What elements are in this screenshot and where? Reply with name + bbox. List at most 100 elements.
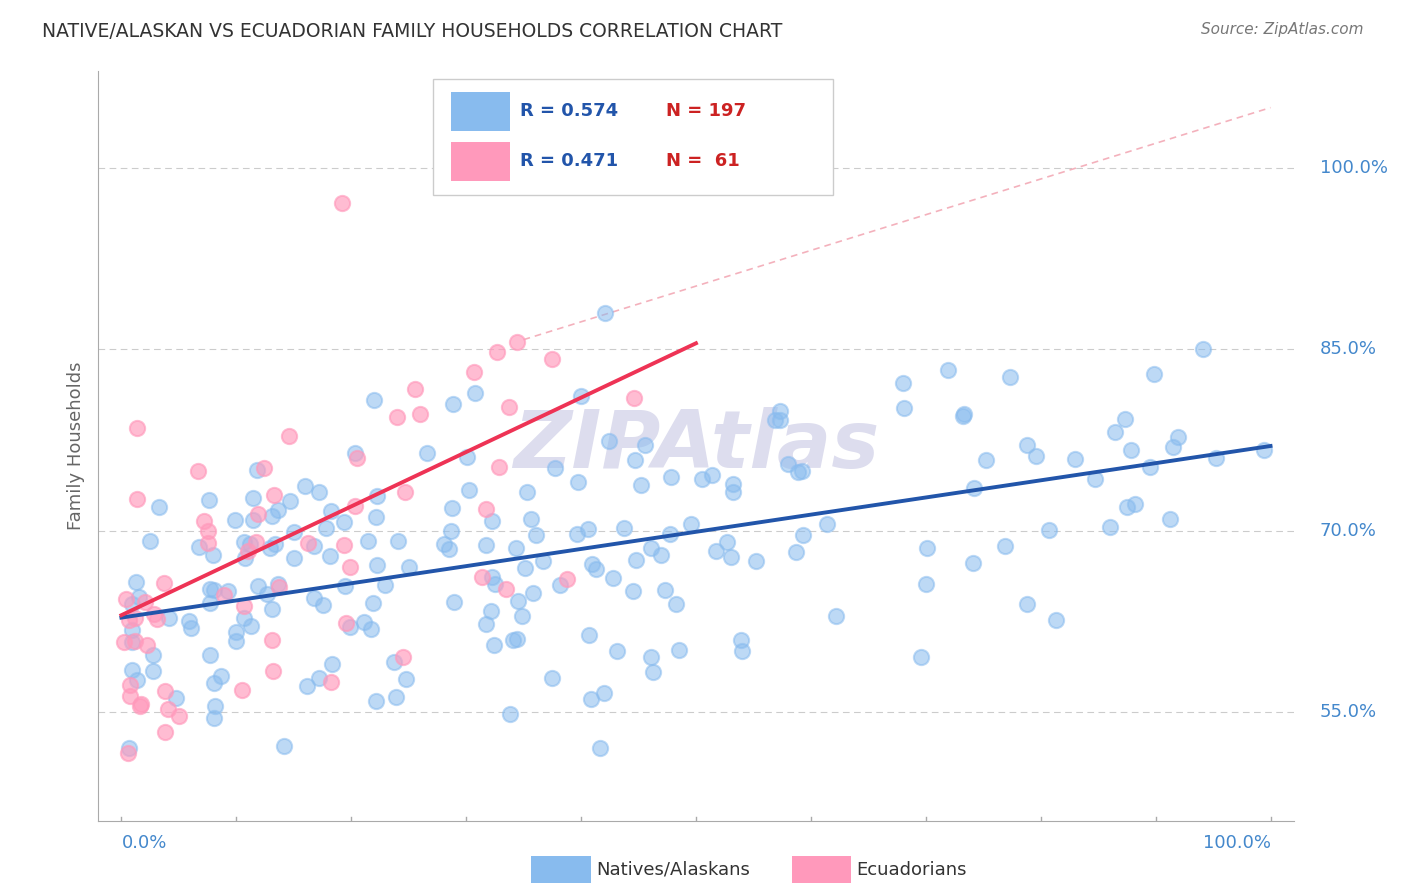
Point bbox=[267, 503, 290, 517]
Point bbox=[118, 741, 141, 756]
Point bbox=[621, 583, 644, 598]
Point bbox=[409, 408, 432, 422]
Point bbox=[202, 676, 225, 690]
Text: Ecuadorians: Ecuadorians bbox=[856, 861, 967, 879]
Point bbox=[974, 452, 997, 467]
Point bbox=[506, 632, 529, 646]
Point bbox=[498, 401, 520, 415]
Point bbox=[484, 577, 506, 591]
Point bbox=[1253, 443, 1275, 458]
Point bbox=[548, 578, 571, 592]
Point bbox=[124, 634, 146, 648]
Point bbox=[910, 650, 932, 665]
Point bbox=[197, 535, 219, 549]
Point bbox=[769, 404, 792, 418]
Point bbox=[1192, 343, 1215, 357]
Point bbox=[242, 491, 264, 505]
Point bbox=[253, 461, 276, 475]
Text: 0.0%: 0.0% bbox=[121, 834, 167, 852]
Point bbox=[353, 615, 375, 629]
Point bbox=[128, 698, 150, 713]
Point bbox=[125, 575, 148, 590]
Point bbox=[531, 553, 554, 567]
Point bbox=[128, 591, 150, 605]
Point bbox=[602, 570, 624, 584]
Point bbox=[731, 643, 754, 657]
Point bbox=[385, 690, 408, 705]
Point bbox=[585, 562, 607, 576]
Point bbox=[502, 633, 524, 648]
Point bbox=[893, 401, 915, 415]
Point bbox=[335, 615, 357, 630]
Point bbox=[256, 587, 278, 601]
Point bbox=[225, 633, 247, 648]
Point bbox=[471, 570, 494, 584]
Point bbox=[269, 580, 291, 594]
Point bbox=[1159, 512, 1181, 526]
Point bbox=[589, 741, 612, 756]
Point bbox=[361, 596, 384, 610]
Point bbox=[120, 689, 142, 703]
Text: N =  61: N = 61 bbox=[666, 153, 740, 170]
Point bbox=[513, 561, 536, 575]
Point bbox=[654, 583, 676, 598]
Point bbox=[1063, 452, 1085, 467]
Point bbox=[121, 663, 143, 677]
Point bbox=[374, 578, 396, 592]
Point bbox=[540, 672, 562, 686]
Point bbox=[499, 706, 522, 721]
Point bbox=[278, 429, 301, 443]
Point bbox=[555, 572, 578, 586]
Point bbox=[233, 550, 256, 565]
Point bbox=[262, 665, 284, 679]
Point bbox=[581, 692, 603, 706]
Point bbox=[135, 639, 157, 653]
Point bbox=[704, 544, 727, 558]
Point bbox=[567, 475, 589, 489]
Point bbox=[481, 514, 503, 528]
Text: R = 0.574: R = 0.574 bbox=[520, 102, 619, 120]
Point bbox=[366, 489, 388, 503]
Point bbox=[283, 524, 305, 539]
Point bbox=[129, 697, 152, 711]
Point bbox=[668, 643, 690, 657]
Point bbox=[278, 494, 301, 508]
Point bbox=[463, 365, 485, 379]
Point bbox=[239, 537, 262, 551]
Point bbox=[512, 609, 534, 624]
Point bbox=[623, 391, 645, 405]
Point bbox=[613, 521, 636, 535]
Point bbox=[464, 385, 486, 400]
Point bbox=[1045, 613, 1067, 627]
Point bbox=[505, 541, 527, 555]
Point bbox=[121, 635, 143, 649]
Point bbox=[630, 478, 652, 492]
Point bbox=[333, 579, 356, 593]
Point bbox=[520, 512, 543, 526]
Point bbox=[395, 672, 418, 686]
Point bbox=[360, 622, 382, 636]
Point bbox=[339, 560, 361, 574]
Point bbox=[180, 621, 202, 635]
Point bbox=[263, 488, 285, 502]
Point bbox=[569, 388, 592, 402]
Point bbox=[456, 450, 478, 465]
Point bbox=[260, 601, 283, 615]
Point bbox=[891, 376, 914, 390]
Point bbox=[787, 465, 810, 479]
Point bbox=[247, 579, 270, 593]
Point bbox=[312, 599, 335, 613]
Point bbox=[198, 582, 221, 596]
Text: 100.0%: 100.0% bbox=[1320, 159, 1388, 177]
Point bbox=[1163, 441, 1185, 455]
Point bbox=[319, 504, 342, 518]
Point bbox=[458, 483, 481, 497]
Point bbox=[815, 516, 838, 531]
Point bbox=[142, 665, 165, 679]
Point bbox=[273, 739, 295, 753]
Point bbox=[142, 648, 165, 663]
Text: 70.0%: 70.0% bbox=[1320, 522, 1376, 540]
Point bbox=[745, 554, 768, 568]
Point bbox=[343, 445, 366, 459]
Point bbox=[357, 533, 380, 548]
